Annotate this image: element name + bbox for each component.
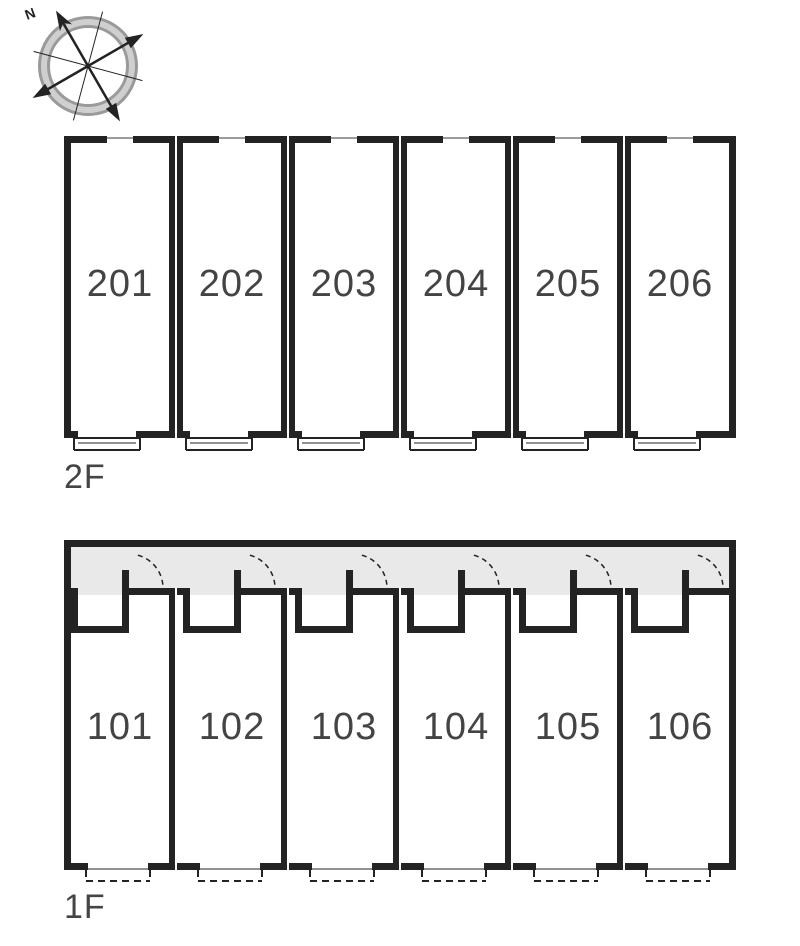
unit-label-102: 102	[176, 706, 288, 749]
unit-label-101: 101	[64, 706, 176, 749]
unit-label-105: 105	[512, 706, 624, 749]
floor-1f	[0, 0, 800, 946]
unit-label-203: 203	[288, 263, 400, 306]
unit-label-103: 103	[288, 706, 400, 749]
floor-1f-label: 1F	[64, 888, 106, 927]
unit-label-106: 106	[624, 706, 736, 749]
unit-label-205: 205	[512, 263, 624, 306]
unit-label-204: 204	[400, 263, 512, 306]
unit-label-206: 206	[624, 263, 736, 306]
unit-label-201: 201	[64, 263, 176, 306]
floorplan-diagram: { "canvas": { "width": 800, "height": 94…	[0, 0, 800, 941]
unit-label-104: 104	[400, 706, 512, 749]
unit-label-202: 202	[176, 263, 288, 306]
